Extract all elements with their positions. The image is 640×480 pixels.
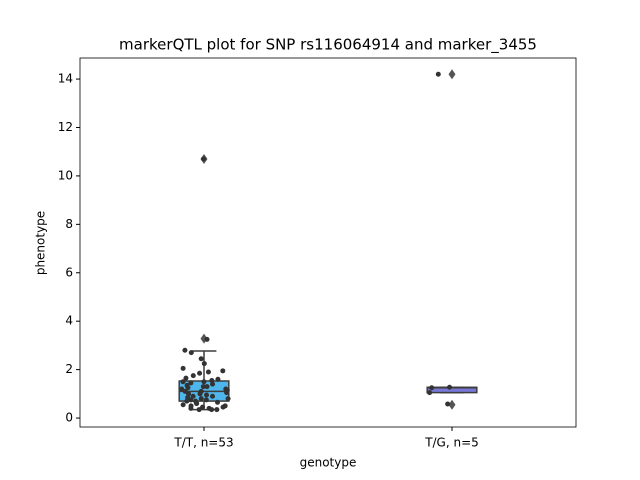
strip-point [210, 381, 216, 387]
strip-point [204, 336, 210, 342]
x-axis-label: genotype [300, 456, 357, 470]
strip-point [194, 401, 200, 407]
strip-point [429, 385, 435, 391]
strip-point [190, 373, 196, 379]
strip-point [198, 356, 204, 362]
strip-point [204, 384, 210, 390]
strip-point [215, 399, 221, 405]
strip-point [200, 384, 206, 390]
y-tick-label: 4 [65, 314, 73, 328]
strip-point [215, 376, 221, 382]
strip-point [210, 393, 216, 399]
strip-point [214, 407, 220, 413]
strip-point [427, 390, 433, 396]
x-tick-label: T/G, n=5 [424, 436, 479, 450]
flier [448, 69, 456, 80]
strip-point [197, 370, 203, 376]
strip-point [179, 386, 185, 392]
strip-point [188, 350, 194, 356]
strip-point [197, 391, 203, 397]
strip-point [203, 397, 209, 403]
strip-point [445, 401, 451, 407]
strip-point [184, 398, 190, 404]
chart-title: markerQTL plot for SNP rs116064914 and m… [119, 36, 537, 55]
strip-point [205, 369, 211, 375]
strip-point [188, 405, 194, 411]
strip-point [447, 384, 453, 390]
strip-point [220, 368, 226, 374]
strip-point [209, 407, 215, 413]
strip-point [188, 397, 194, 403]
plot-area [79, 57, 577, 428]
y-tick-label: 10 [58, 168, 73, 182]
strip-point [201, 379, 207, 385]
strip-point [185, 385, 191, 391]
strip-point [224, 390, 230, 396]
strip-point [435, 71, 441, 77]
y-tick-label: 6 [65, 265, 73, 279]
x-tick-label: T/T, n=53 [173, 436, 233, 450]
strip-point [225, 396, 231, 402]
strip-point [201, 361, 207, 367]
strip-point [196, 407, 202, 413]
y-tick-label: 0 [65, 411, 73, 425]
y-tick-label: 8 [65, 217, 73, 231]
strip-point [203, 392, 209, 398]
y-tick-label: 2 [65, 362, 73, 376]
strip-point [180, 379, 186, 385]
strip-point [180, 365, 186, 371]
y-axis-label: phenotype [34, 211, 48, 275]
strip-point [183, 375, 189, 381]
strip-point [201, 156, 207, 162]
strip-point [188, 380, 194, 386]
strip-point [190, 393, 196, 399]
strip-point [180, 402, 186, 408]
y-tick-label: 12 [58, 120, 73, 134]
strip-point [220, 404, 226, 410]
flier [448, 399, 456, 410]
y-tick-label: 14 [58, 72, 73, 86]
strip-point [182, 347, 188, 353]
strip-point [198, 396, 204, 402]
